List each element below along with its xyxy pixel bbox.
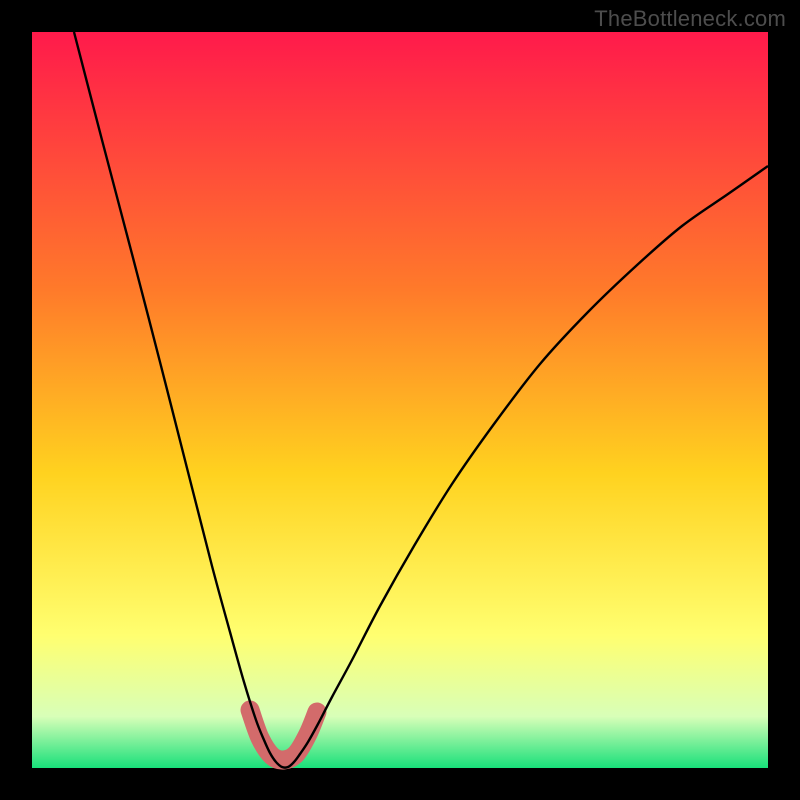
watermark-text: TheBottleneck.com <box>594 6 786 32</box>
chart-container: TheBottleneck.com <box>0 0 800 800</box>
main-v-curve <box>74 32 768 768</box>
valley-highlight-curve <box>250 710 317 760</box>
plot-area <box>32 32 768 768</box>
curve-svg <box>32 32 768 768</box>
